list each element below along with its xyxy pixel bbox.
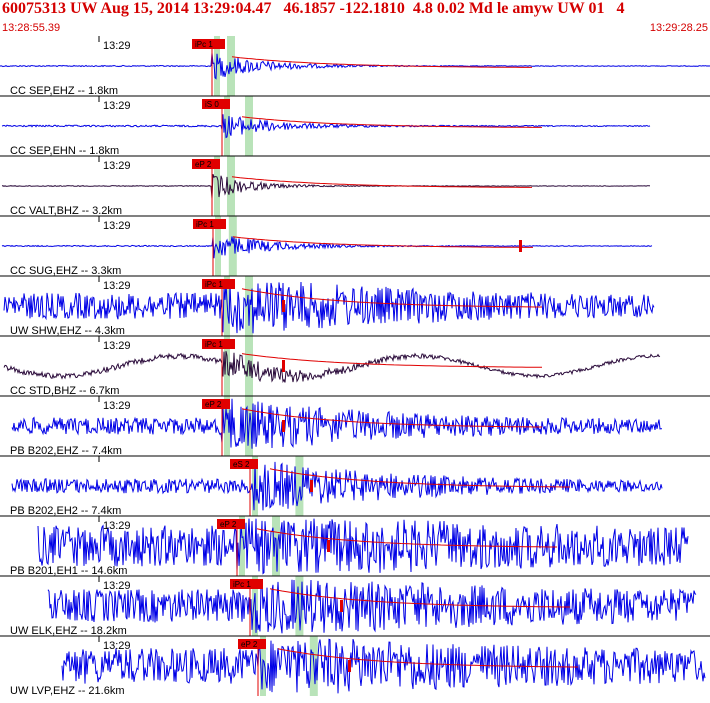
- time-label: 13:29: [103, 640, 131, 652]
- event-title: 60075313 UW Aug 15, 2014 13:29:04.47 46.…: [2, 0, 625, 17]
- station-label: UW ELK,EHZ -- 18.2km: [10, 625, 127, 637]
- waveform-trace[interactable]: [3, 281, 655, 334]
- pick-label: eP 2: [195, 160, 212, 169]
- pick-label-box[interactable]: [202, 279, 235, 289]
- amplitude-marker[interactable]: [519, 240, 522, 252]
- coda-curve: [231, 176, 532, 188]
- pick-band: [239, 516, 245, 576]
- pick-label: iPc 1: [196, 220, 214, 229]
- station-label: CC SUG,EHZ -- 3.3km: [10, 265, 121, 277]
- pick-label: eP 2: [205, 400, 222, 409]
- waveform-trace[interactable]: [61, 638, 706, 694]
- waveform-trace[interactable]: [47, 579, 697, 634]
- time-label: 13:29: [103, 160, 131, 172]
- pick-band: [245, 276, 253, 336]
- coda-curve: [232, 236, 533, 248]
- coda-curve: [277, 648, 578, 668]
- station-label: UW LVP,EHZ -- 21.6km: [10, 685, 125, 697]
- pick-label: iS 0: [205, 100, 219, 109]
- pick-band: [214, 156, 220, 216]
- station-label: PB B202,EHZ -- 7.4km: [10, 445, 122, 457]
- pick-band: [295, 456, 304, 516]
- pick-label-box[interactable]: [192, 39, 225, 49]
- time-label: 13:29: [103, 100, 131, 112]
- pick-label-box[interactable]: [202, 399, 230, 409]
- waveform-trace[interactable]: [11, 398, 663, 449]
- pick-band: [228, 216, 237, 276]
- pick-label-box[interactable]: [192, 159, 220, 169]
- pick-label: iPc 1: [195, 40, 213, 49]
- waveform-trace[interactable]: [37, 518, 689, 575]
- time-label: 13:29: [103, 400, 131, 412]
- station-label: CC VALT,BHZ -- 3.2km: [10, 205, 122, 217]
- time-label: 13:29: [103, 40, 131, 52]
- waveform-trace[interactable]: [3, 351, 661, 384]
- coda-curve: [269, 588, 570, 608]
- pick-label-box[interactable]: [230, 579, 263, 589]
- pick-label-box[interactable]: [193, 219, 226, 229]
- amplitude-marker[interactable]: [327, 540, 330, 552]
- pick-label-box[interactable]: [230, 459, 258, 469]
- pick-band: [295, 576, 304, 636]
- coda-curve: [231, 56, 532, 68]
- amplitude-marker[interactable]: [348, 660, 351, 672]
- station-label: CC SEP,EHZ -- 1.8km: [10, 85, 118, 97]
- amplitude-marker[interactable]: [340, 600, 343, 612]
- pick-band: [252, 456, 258, 516]
- pick-band: [227, 156, 235, 216]
- pick-label: iPc 1: [233, 580, 251, 589]
- time-label: 13:29: [103, 580, 131, 592]
- pick-label-box[interactable]: [202, 339, 235, 349]
- seismogram-traces[interactable]: iPc 1 13:29 CC SEP,EHZ -- 1.8km iS 0 13:29 CC…: [0, 36, 710, 698]
- coda-curve: [241, 353, 542, 368]
- pick-band: [227, 36, 235, 96]
- seismogram-panel: iPc 1 13:29 CC SEP,EHZ -- 1.8km iS 0 13:29 CC…: [0, 36, 710, 698]
- station-label: CC SEP,EHN -- 1.8km: [10, 145, 119, 157]
- coda-curve: [241, 288, 542, 308]
- pick-label-box[interactable]: [202, 99, 230, 109]
- amplitude-marker[interactable]: [310, 480, 313, 492]
- coda-curve: [256, 528, 557, 548]
- pick-band: [224, 96, 230, 156]
- station-label: UW SHW,EHZ -- 4.3km: [10, 325, 125, 337]
- pick-label: iPc 1: [205, 340, 223, 349]
- waveform-trace[interactable]: [11, 461, 663, 511]
- pick-label: eS 2: [233, 460, 250, 469]
- amplitude-marker[interactable]: [282, 420, 285, 432]
- time-label: 13:29: [103, 520, 131, 532]
- pick-label: iPc 1: [205, 280, 223, 289]
- amplitude-marker[interactable]: [282, 360, 285, 372]
- amplitude-marker[interactable]: [282, 300, 285, 312]
- station-label: PB B202,EH2 -- 7.4km: [10, 505, 121, 517]
- pick-label: eP 2: [241, 640, 258, 649]
- pick-band: [224, 396, 230, 456]
- station-label: PB B201,EH1 -- 14.6km: [10, 565, 127, 577]
- pick-band: [215, 216, 221, 276]
- waveform-trace[interactable]: [1, 174, 651, 199]
- waveform-trace[interactable]: [1, 114, 651, 139]
- coda-curve: [241, 116, 542, 128]
- pick-label: eP 2: [220, 520, 237, 529]
- station-label: CC STD,BHZ -- 6.7km: [10, 385, 119, 397]
- time-label: 13:29: [103, 220, 131, 232]
- window-end-time: 13:29:28.25: [649, 22, 708, 34]
- pick-label-box[interactable]: [217, 519, 245, 529]
- coda-curve: [241, 408, 542, 428]
- pick-band: [224, 336, 230, 396]
- header-bar: 60075313 UW Aug 15, 2014 13:29:04.47 46.…: [0, 0, 710, 36]
- pick-label-box[interactable]: [238, 639, 266, 649]
- window-start-time: 13:28:55.39: [2, 22, 61, 34]
- waveform-trace[interactable]: [0, 52, 710, 80]
- time-label: 13:29: [103, 280, 131, 292]
- waveform-trace[interactable]: [1, 236, 653, 259]
- pick-band: [245, 96, 253, 156]
- time-label: 13:29: [103, 340, 131, 352]
- coda-curve: [269, 468, 570, 488]
